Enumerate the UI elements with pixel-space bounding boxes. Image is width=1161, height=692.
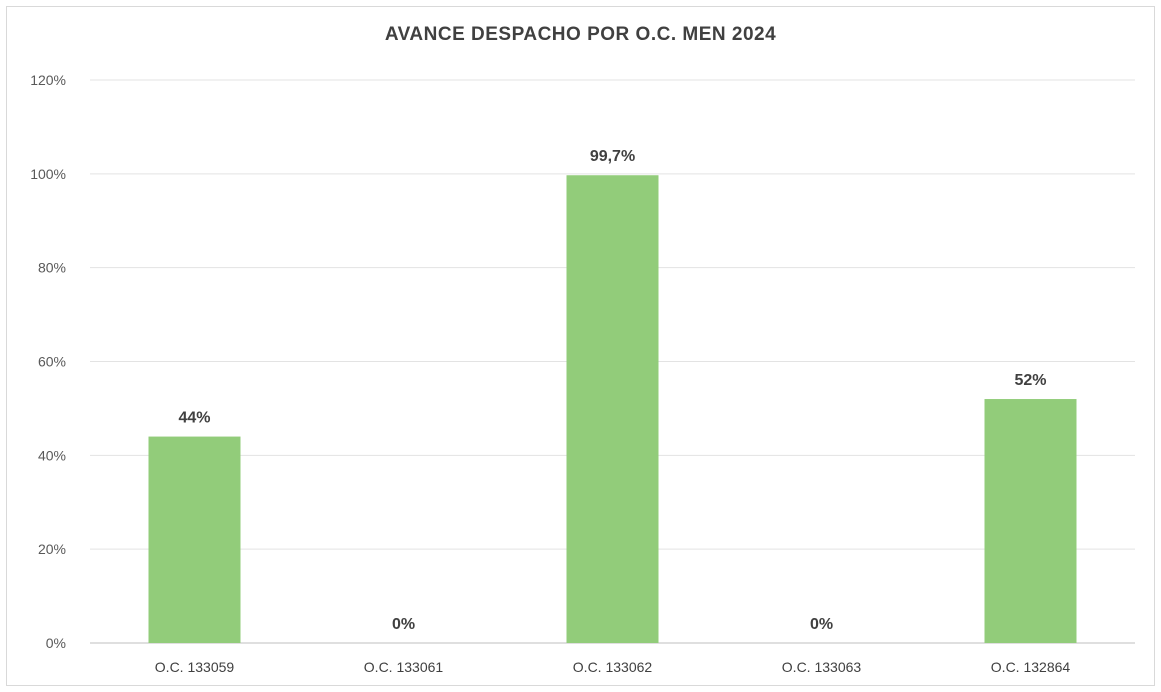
bars	[148, 175, 1077, 643]
data-label: 52%	[1014, 372, 1046, 389]
bar	[984, 399, 1077, 643]
x-category-label: O.C. 133061	[364, 659, 444, 675]
y-axis-ticks: 0% 20% 40% 60% 80% 100% 120%	[30, 72, 66, 651]
y-tick-label: 40%	[38, 447, 66, 463]
x-axis-categories: O.C. 133059 O.C. 133061 O.C. 133062 O.C. 13…	[155, 659, 1071, 675]
y-tick-label: 100%	[30, 166, 66, 182]
data-label: 44%	[178, 410, 210, 427]
y-tick-label: 20%	[38, 541, 66, 557]
x-category-label: O.C. 133063	[782, 659, 862, 675]
data-labels: 44% 0% 99,7% 0% 52%	[178, 148, 1046, 633]
x-category-label: O.C. 133062	[573, 659, 653, 675]
y-tick-label: 80%	[38, 260, 66, 276]
data-label: 99,7%	[590, 148, 635, 165]
chart-title: AVANCE DESPACHO POR O.C. MEN 2024	[384, 24, 777, 45]
x-category-label: O.C. 133059	[155, 659, 235, 675]
y-tick-label: 0%	[46, 635, 66, 651]
y-tick-label: 120%	[30, 72, 66, 88]
data-label: 0%	[392, 616, 415, 633]
y-tick-label: 60%	[38, 354, 66, 370]
bar	[566, 175, 659, 643]
x-category-label: O.C. 132864	[991, 659, 1071, 675]
bar	[148, 436, 241, 643]
data-label: 0%	[810, 616, 833, 633]
